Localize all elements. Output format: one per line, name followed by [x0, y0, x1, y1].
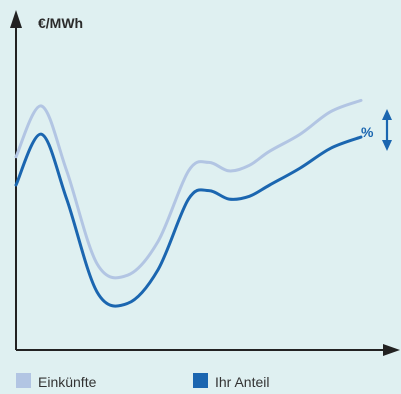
- x-axis-arrow: [383, 344, 400, 356]
- legend-label-einkuenfte: Einkünfte: [38, 374, 97, 390]
- legend-label-ihr-anteil: Ihr Anteil: [215, 374, 269, 390]
- series-layer: [14, 98, 363, 308]
- series-line-einkuenfte: [14, 98, 363, 280]
- difference-label: %: [361, 124, 374, 140]
- legend-swatch-einkuenfte: [16, 373, 31, 388]
- legend-item-ihr-anteil: Ihr Anteil: [193, 373, 269, 390]
- y-axis-arrow: [10, 10, 22, 28]
- y-axis-label: €/MWh: [38, 15, 83, 31]
- legend-item-einkuenfte: Einkünfte: [16, 373, 97, 390]
- legend-swatch-ihr-anteil: [193, 373, 208, 388]
- legend: Einkünfte Ihr Anteil: [16, 373, 269, 390]
- double-arrow-icon: [382, 109, 392, 151]
- series-line-ihr-anteil: [14, 132, 363, 308]
